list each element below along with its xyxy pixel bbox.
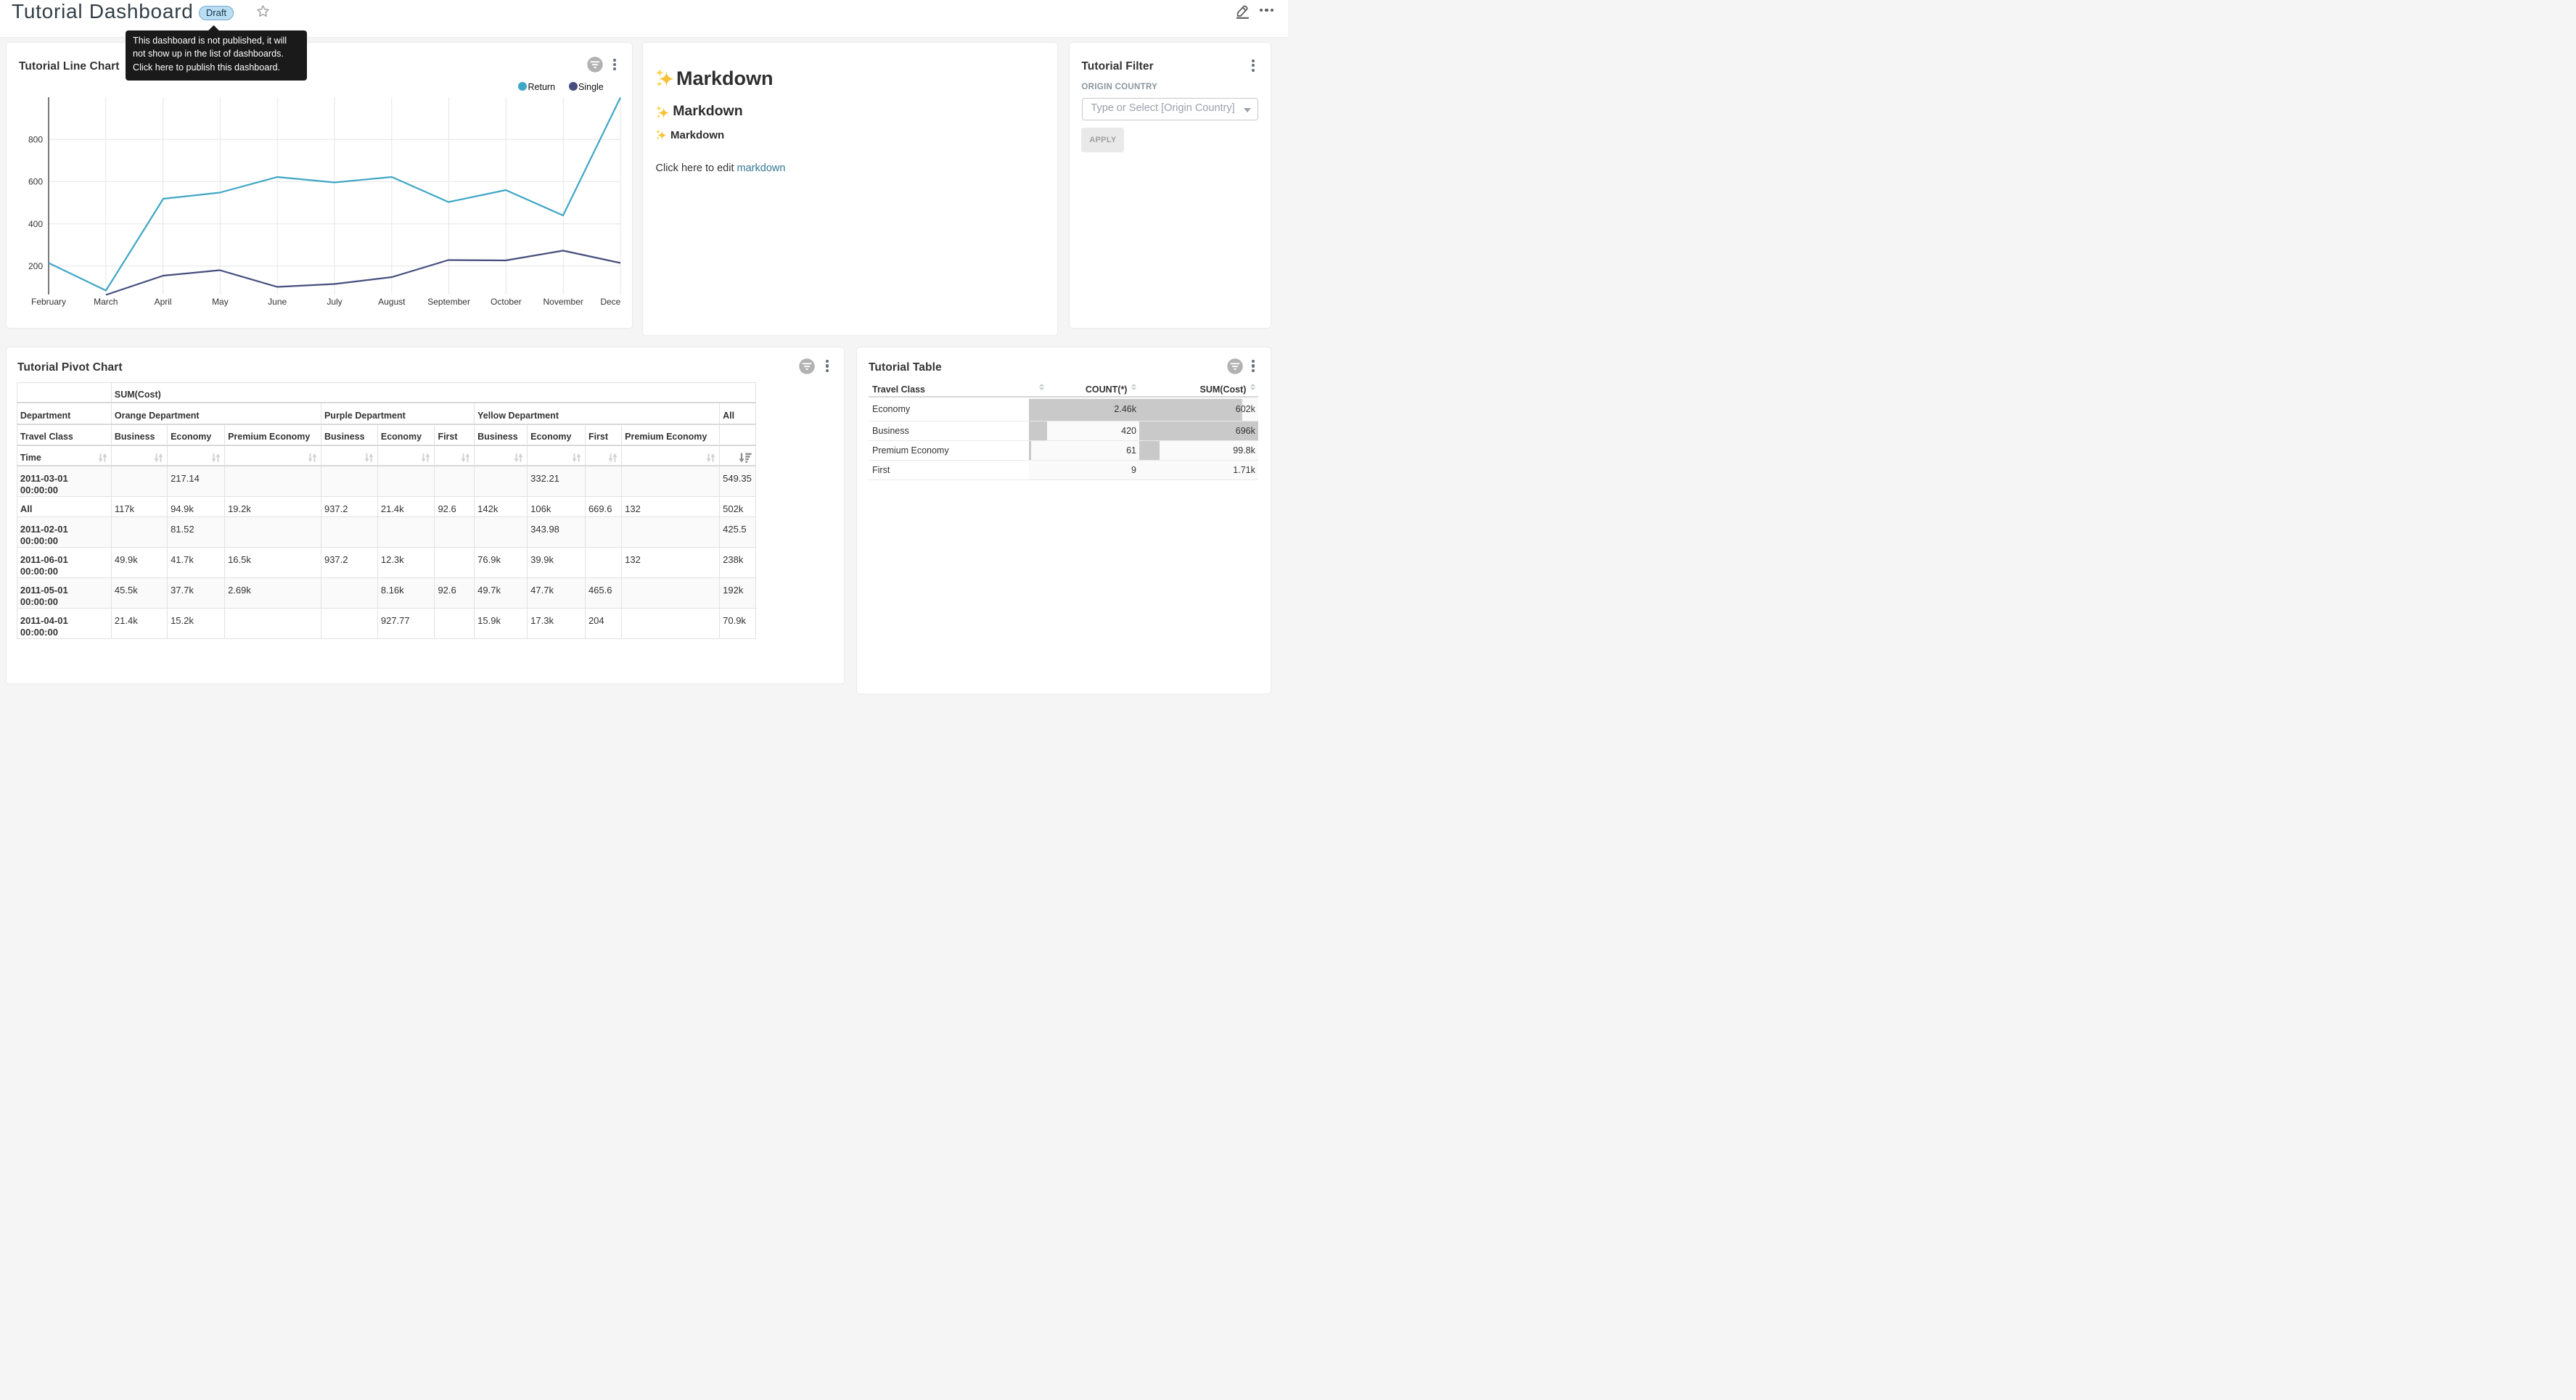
svg-text:February: February — [31, 297, 66, 307]
svg-text:May: May — [212, 297, 229, 307]
svg-text:March: March — [94, 297, 118, 307]
svg-text:800: 800 — [28, 134, 43, 144]
svg-text:December: December — [600, 297, 621, 307]
svg-text:400: 400 — [28, 218, 43, 228]
svg-text:November: November — [543, 297, 583, 307]
svg-text:June: June — [268, 297, 287, 307]
svg-text:July: July — [327, 297, 342, 307]
svg-text:600: 600 — [28, 176, 43, 186]
svg-text:August: August — [378, 297, 406, 307]
svg-text:October: October — [491, 297, 522, 307]
svg-text:200: 200 — [28, 261, 43, 271]
svg-text:April: April — [155, 297, 172, 307]
svg-text:September: September — [427, 297, 470, 307]
